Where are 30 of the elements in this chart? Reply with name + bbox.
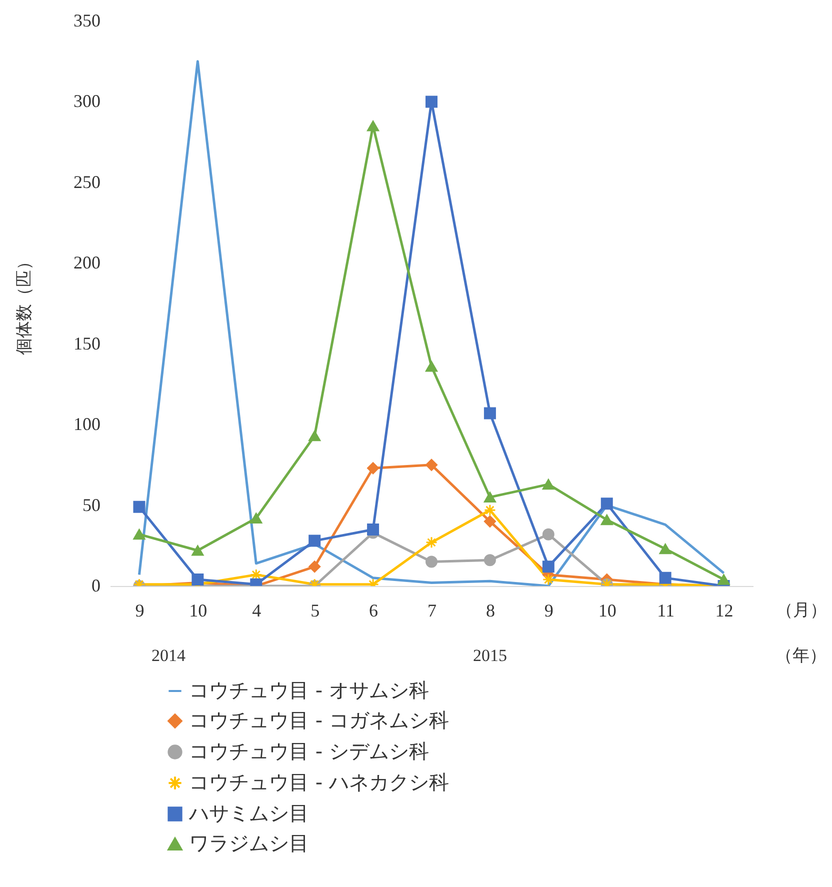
y-tick-label: 0 — [92, 576, 100, 596]
y-tick-label: 50 — [82, 494, 100, 515]
x-axis-title: （月） — [776, 600, 827, 620]
x-tick-label: 12 — [715, 600, 734, 620]
y-tick-label: 100 — [74, 414, 100, 434]
text: 2014 — [151, 646, 186, 665]
x-tick-label: 4 — [252, 600, 262, 620]
legend-label: ワラジムシ目 — [189, 831, 309, 855]
x-tick-label: 11 — [657, 600, 674, 620]
legend-label: コウチュウ目 - シデムシ科 — [189, 739, 429, 763]
x-tick-label: 8 — [486, 600, 495, 620]
x-tick-label: 5 — [310, 600, 320, 620]
x-tick-label: 10 — [189, 600, 208, 620]
x-tick-label: 9 — [544, 600, 554, 620]
y-tick-label: 300 — [74, 91, 100, 112]
text: （年） — [776, 646, 826, 666]
y-axis-title: 個体数（匹） — [14, 253, 34, 355]
legend-label: コウチュウ目 - コガネムシ科 — [189, 708, 449, 732]
y-tick-label: 200 — [74, 252, 100, 273]
legend-label: コウチュウ目 - ハネカクシ科 — [189, 770, 449, 794]
text: 2015 — [472, 646, 507, 665]
y-tick-label: 150 — [74, 333, 100, 354]
y-tick-label: 250 — [74, 172, 100, 192]
y-tick-label: 350 — [74, 10, 100, 30]
x-tick-label: 7 — [428, 600, 436, 620]
x-tick-label: 9 — [135, 600, 144, 620]
x-tick-label: 6 — [369, 600, 378, 620]
legend-label: コウチュウ目 - オサムシ科 — [189, 678, 429, 702]
x-tick-label: 10 — [598, 600, 616, 620]
legend-label: ハサミムシ目 — [188, 801, 309, 825]
